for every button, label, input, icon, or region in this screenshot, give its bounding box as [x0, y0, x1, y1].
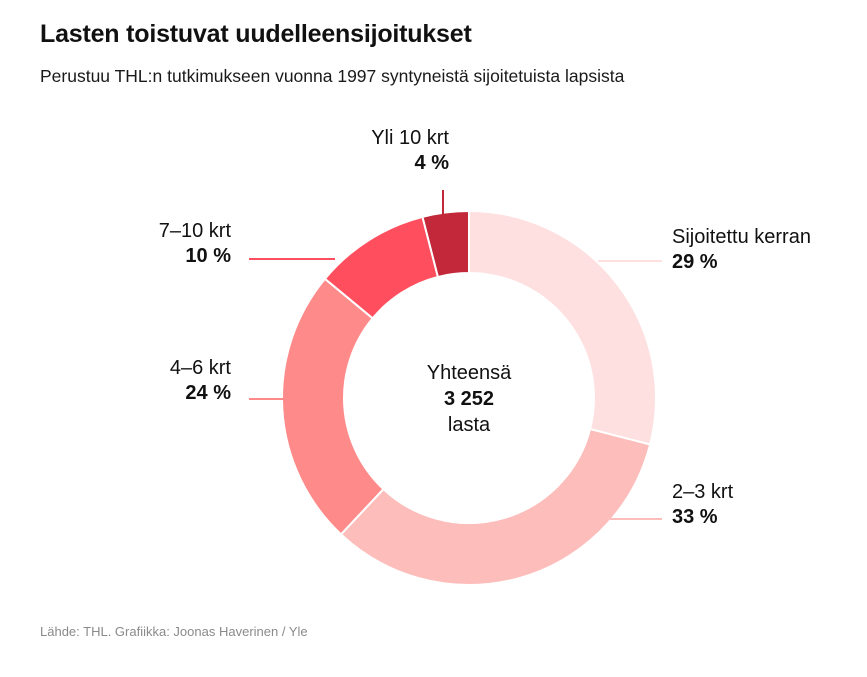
- source-note: Lähde: THL. Grafiikka: Joonas Haverinen …: [40, 624, 308, 639]
- slice-value-2: 33 %: [672, 506, 718, 528]
- slice-value-5: 4 %: [415, 152, 450, 174]
- center-label-total: 3 252: [444, 388, 494, 410]
- slice-label-2: 2–3 krt: [672, 481, 734, 503]
- slice-value-1: 29 %: [672, 251, 718, 273]
- slice-label-1: Sijoitettu kerran: [672, 226, 811, 248]
- chart-title: Lasten toistuvat uudelleensijoitukset: [40, 20, 472, 48]
- donut-slice-3: [281, 277, 385, 536]
- center-label: Yhteensä 3 252 lasta: [427, 362, 512, 436]
- slice-value-3: 24 %: [185, 382, 231, 404]
- center-label-line1: Yhteensä: [427, 362, 512, 384]
- slice-label-4: 7–10 krt: [159, 220, 232, 242]
- slice-label-3: 4–6 krt: [170, 357, 232, 379]
- slice-labels: Sijoitettu kerran 29 % 2–3 krt 33 % 4–6 krt 2…: [159, 127, 811, 528]
- chart-subtitle: Perustuu THL:n tutkimukseen vuonna 1997 …: [40, 66, 625, 86]
- donut-slice-2: [339, 427, 652, 586]
- donut-slice-5: [421, 209, 470, 279]
- slice-label-5: Yli 10 krt: [371, 127, 449, 149]
- leader-lines: [249, 190, 662, 520]
- donut-slice-1: [468, 209, 657, 446]
- center-label-line3: lasta: [448, 414, 491, 436]
- donut-slices: [281, 209, 657, 586]
- slice-value-4: 10 %: [185, 245, 231, 267]
